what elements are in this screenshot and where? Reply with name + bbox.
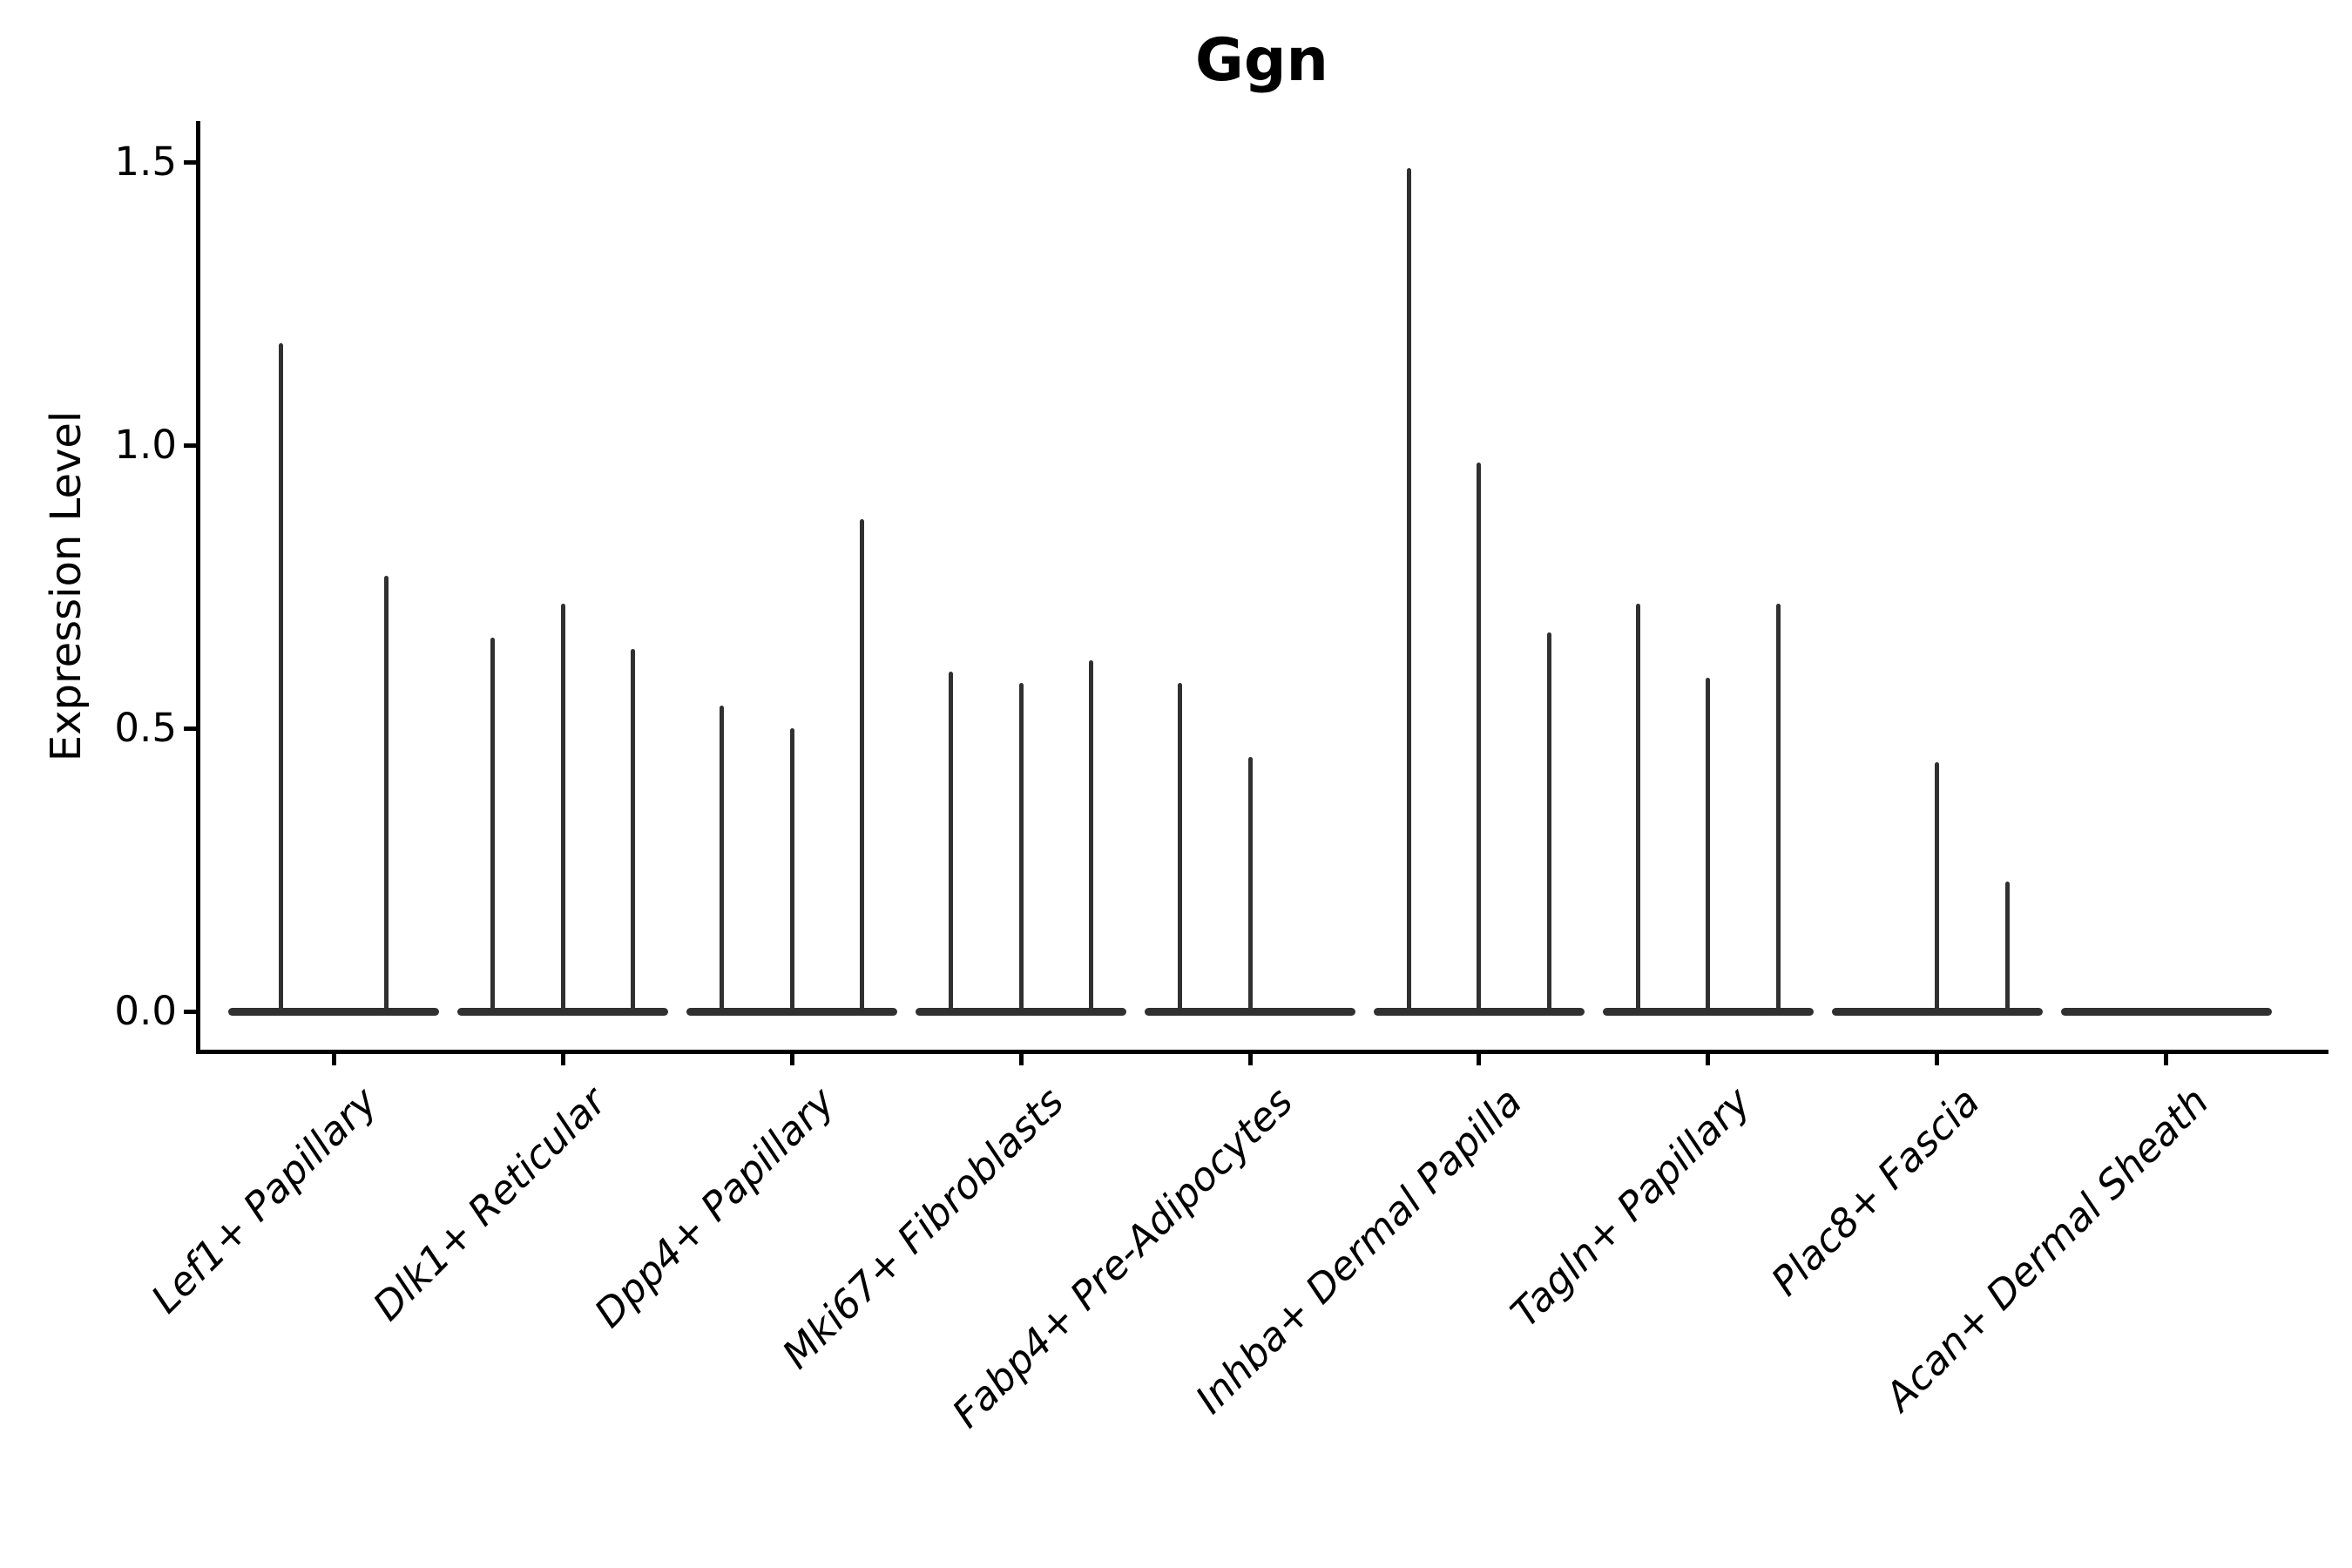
y-tick-mark: [184, 159, 198, 165]
violin-spike: [1018, 683, 1024, 1010]
violin-spike: [1247, 756, 1253, 1010]
x-tick-label: Dlk1+ Reticular: [363, 1078, 615, 1330]
y-tick-mark: [184, 443, 198, 448]
violin-spike: [1406, 167, 1411, 1010]
violin-spike: [860, 518, 865, 1010]
y-axis-spine: [195, 121, 200, 1054]
y-tick-label: 0.0: [114, 988, 177, 1034]
y-tick-label: 0.5: [114, 705, 177, 751]
x-tick-label: Plac8+ Fascia: [1762, 1078, 1990, 1305]
violin-spike: [2004, 881, 2010, 1010]
x-tick-mark: [2164, 1051, 2169, 1065]
violin-spike: [720, 706, 725, 1010]
chart-title: Ggn: [1195, 26, 1328, 95]
violin-base: [2060, 1007, 2272, 1016]
violin-spike: [279, 343, 284, 1010]
violin-spike: [1547, 632, 1552, 1010]
x-tick-mark: [1935, 1051, 1940, 1065]
x-tick-mark: [560, 1051, 565, 1065]
violin-base: [1831, 1007, 2043, 1016]
x-tick-label: Tagln+ Papillary: [1502, 1078, 1761, 1336]
y-tick-mark: [184, 726, 198, 731]
x-tick-mark: [1247, 1051, 1253, 1065]
violin-base: [457, 1007, 669, 1016]
violin-spike: [1477, 462, 1482, 1010]
x-tick-mark: [1477, 1051, 1482, 1065]
x-axis-spine: [195, 1049, 2328, 1054]
y-tick-mark: [184, 1009, 198, 1014]
violin-spike: [631, 649, 636, 1010]
violin-spike: [1706, 677, 1711, 1010]
violin-base: [686, 1007, 898, 1016]
violin-spike: [1935, 762, 1940, 1010]
x-tick-mark: [1018, 1051, 1024, 1065]
violin-spike: [1177, 683, 1182, 1010]
violin-spike: [948, 672, 953, 1010]
violin-base: [1602, 1007, 1814, 1016]
violin-base: [228, 1007, 440, 1016]
violin-base: [1145, 1007, 1355, 1016]
x-tick-mark: [789, 1051, 794, 1065]
y-tick-label: 1.5: [114, 139, 177, 185]
violin-spike: [1089, 660, 1094, 1010]
x-tick-mark: [1706, 1051, 1711, 1065]
violin-base: [1373, 1007, 1585, 1016]
violin-spike: [789, 728, 794, 1010]
violin-spike: [560, 604, 565, 1010]
x-tick-label: Dpp4+ Papillary: [585, 1078, 844, 1337]
y-tick-label: 1.0: [114, 422, 177, 468]
violin-spike: [1775, 604, 1781, 1010]
violin-spike: [384, 575, 389, 1010]
violin-base: [916, 1007, 1127, 1016]
violin-spike: [1635, 604, 1640, 1010]
x-tick-label: Lef1+ Papillary: [141, 1078, 386, 1322]
violin-spike: [490, 638, 496, 1010]
x-tick-mark: [331, 1051, 336, 1065]
